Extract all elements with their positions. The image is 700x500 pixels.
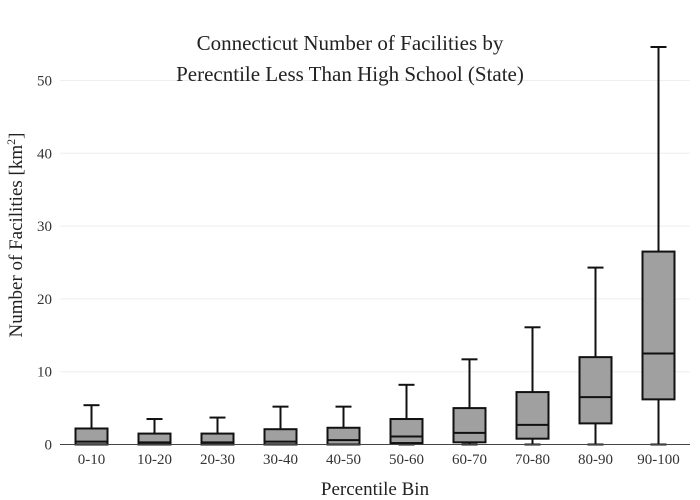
y-tick-label-20: 20 [37,292,52,308]
y-tick-label-50: 50 [37,74,52,90]
iqr-box [641,250,676,401]
box-80-90 [578,266,613,446]
box-90-100 [641,46,676,446]
y-axis-title-main: Number of Facilities [km [6,145,27,338]
chart-title-line-2: Perecntile Less Than High School (State) [176,62,524,86]
box-60-70 [452,358,487,446]
x-tick-label-70-80: 70-80 [515,452,550,468]
y-axis-title: Number of Facilities [km2] [4,133,27,338]
x-tick-label-30-40: 30-40 [263,452,298,468]
y-axis-title-close: ] [6,133,27,139]
x-tick-label-10-20: 10-20 [137,452,172,468]
box-10-20 [137,418,172,446]
x-tick-labels: 0-10 10-20 20-30 30-40 40-50 50-60 60-70 70-80 8… [78,452,680,468]
x-tick-label-50-60: 50-60 [389,452,424,468]
y-tick-label-10: 10 [37,365,52,381]
y-tick-labels: 0 10 20 30 40 50 [37,74,52,454]
x-tick-label-60-70: 60-70 [452,452,487,468]
iqr-box [515,391,550,440]
x-tick-label-90-100: 90-100 [637,452,680,468]
y-tick-label-30: 30 [37,219,52,235]
boxes [74,46,676,446]
y-axis-title-superscript: 2 [4,139,18,145]
x-tick-label-40-50: 40-50 [326,452,361,468]
iqr-box [326,426,361,446]
x-tick-label-0-10: 0-10 [78,452,106,468]
box-40-50 [326,405,361,446]
box-0-10 [74,404,109,446]
iqr-box [578,356,613,425]
iqr-box [389,418,424,445]
y-tick-label-0: 0 [45,438,53,454]
x-tick-label-80-90: 80-90 [578,452,613,468]
box-30-40 [263,405,298,446]
box-70-80 [515,326,550,446]
x-axis-title: Percentile Bin [321,479,430,500]
box-50-60 [389,383,424,446]
chart-title-line-1: Connecticut Number of Facilities by [197,31,504,55]
box-20-30 [200,416,235,446]
y-tick-label-40: 40 [37,146,52,162]
x-tick-label-20-30: 20-30 [200,452,235,468]
iqr-box [452,407,487,444]
